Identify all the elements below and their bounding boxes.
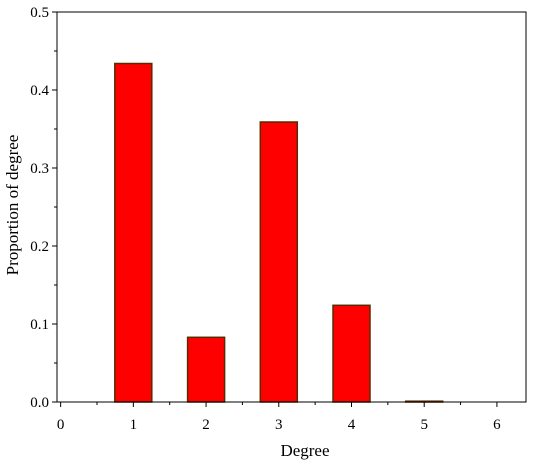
y-tick-label: 0.4 xyxy=(30,83,49,99)
x-axis-title: Degree xyxy=(280,441,329,460)
x-tick-label: 1 xyxy=(130,417,138,433)
bar-degree-2 xyxy=(186,336,226,403)
x-tick-label: 2 xyxy=(202,417,210,433)
x-tick-label: 3 xyxy=(275,417,283,433)
ticks-layer: 0 1 2 3 4 5 6 0.0 0.1 0.2 0.3 0.4 0.5 xyxy=(30,5,501,433)
bar-degree-3 xyxy=(259,121,299,403)
y-tick-label: 0.2 xyxy=(30,239,49,255)
x-tick-label: 0 xyxy=(57,417,65,433)
x-tick-label: 4 xyxy=(348,417,356,433)
x-tick-label: 6 xyxy=(493,417,501,433)
bar-degree-4 xyxy=(332,304,371,403)
bar-degree-1 xyxy=(114,62,153,403)
y-tick-label: 0.0 xyxy=(30,395,49,411)
y-tick-label: 0.1 xyxy=(30,317,49,333)
bars-layer xyxy=(114,62,444,403)
y-axis-title: Proportion of degree xyxy=(3,135,22,276)
y-tick-label: 0.3 xyxy=(30,161,49,177)
x-tick-label: 5 xyxy=(420,417,428,433)
y-tick-label: 0.5 xyxy=(30,5,49,21)
